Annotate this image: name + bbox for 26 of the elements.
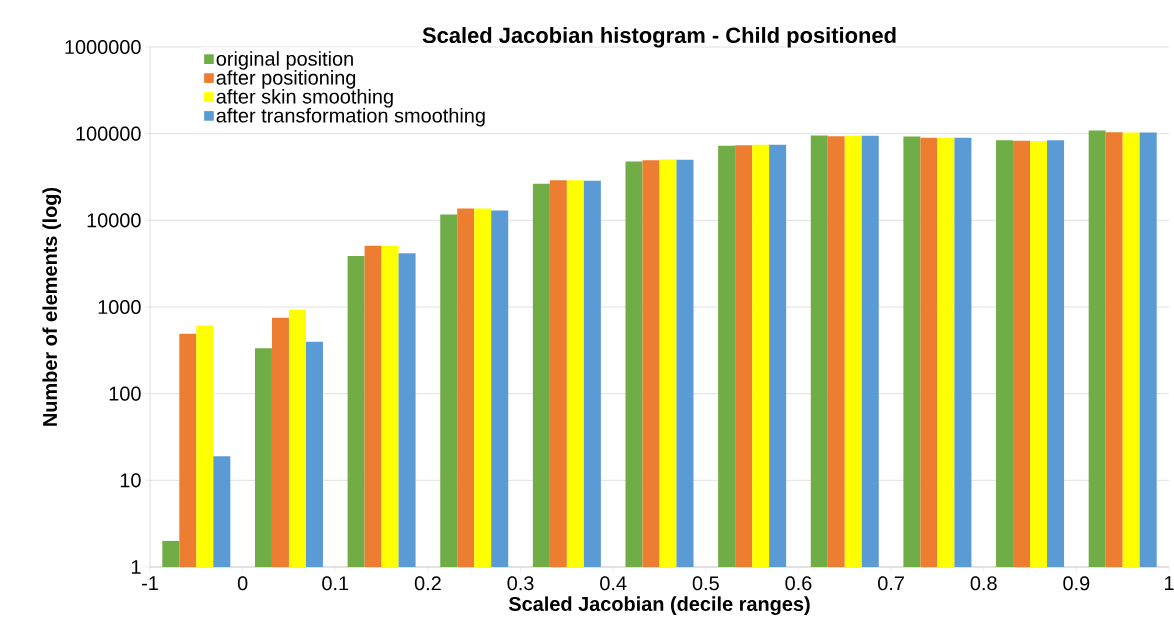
y-tick-label: 10 [120, 473, 141, 488]
y-tick-label: 100000 [76, 126, 141, 141]
text: -1 [142, 576, 158, 590]
y-tick-label: 100 [109, 386, 141, 401]
text: 0.1 [322, 576, 349, 591]
y-tick-label: 1000 [98, 299, 141, 315]
legend-label: original position [216, 51, 353, 70]
legend-label: after transformation smoothing [216, 107, 485, 127]
chart-title: Scaled Jacobian histogram - Child positioned [422, 26, 896, 48]
text: 0.9 [1063, 576, 1090, 591]
text: 0.2 [414, 576, 441, 591]
text: 0.8 [970, 576, 997, 591]
text: 1 [1164, 576, 1174, 590]
y-tick-label: 10000 [87, 213, 141, 228]
legend-label: after skin smoothing [216, 89, 393, 108]
text: 0.5 [692, 576, 719, 591]
y-tick-label: 1000000 [65, 39, 141, 55]
text: 0.4 [600, 576, 627, 591]
legend-label: after positioning [216, 70, 356, 89]
y-tick-label: 1 [131, 560, 141, 574]
x-axis-title: Scaled Jacobian (decile ranges) [508, 596, 810, 616]
text: 0.7 [878, 576, 904, 591]
y-axis-title: Number of elements (log) [42, 187, 62, 426]
text: 0 [237, 576, 248, 591]
text: 0.6 [785, 576, 812, 591]
text: 0.3 [507, 576, 534, 591]
